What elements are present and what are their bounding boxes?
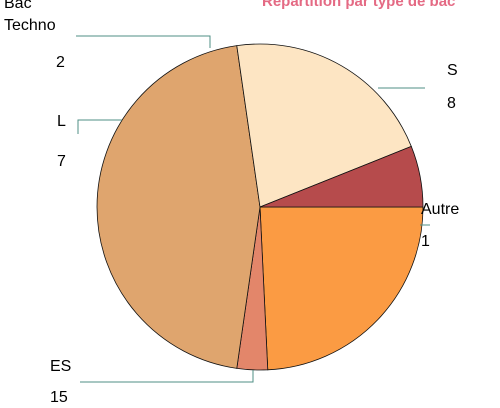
- pie-value-l: 7: [57, 153, 66, 170]
- pie-slice-es: [96, 45, 261, 369]
- pie-slice-l: [236, 43, 412, 208]
- pie-value-s: 8: [447, 95, 456, 112]
- pie-label-s: S: [447, 62, 458, 79]
- pie-value-es: 15: [50, 389, 68, 406]
- pie-slice-bac-techno: [259, 145, 424, 208]
- leader-line-bac-techno: [76, 35, 211, 48]
- leader-line-l: [77, 119, 122, 134]
- pie-slices: [96, 43, 424, 371]
- pie-label-es: ES: [50, 358, 71, 375]
- pie-label-l: L: [57, 113, 66, 130]
- pie-label-autre: Autre: [421, 201, 459, 218]
- pie-label-bac-techno: Bac Techno: [4, 0, 56, 34]
- pie-slice-s: [259, 206, 424, 371]
- chart-title: Répartition par type de bac: [262, 0, 455, 10]
- pie-value-bac-techno: 2: [56, 54, 65, 71]
- leader-line-es: [80, 370, 254, 383]
- pie-value-autre: 1: [421, 233, 430, 250]
- pie-labels: S 8 Autre 1 ES 15 L 7 Bac Techno 2: [4, 0, 459, 406]
